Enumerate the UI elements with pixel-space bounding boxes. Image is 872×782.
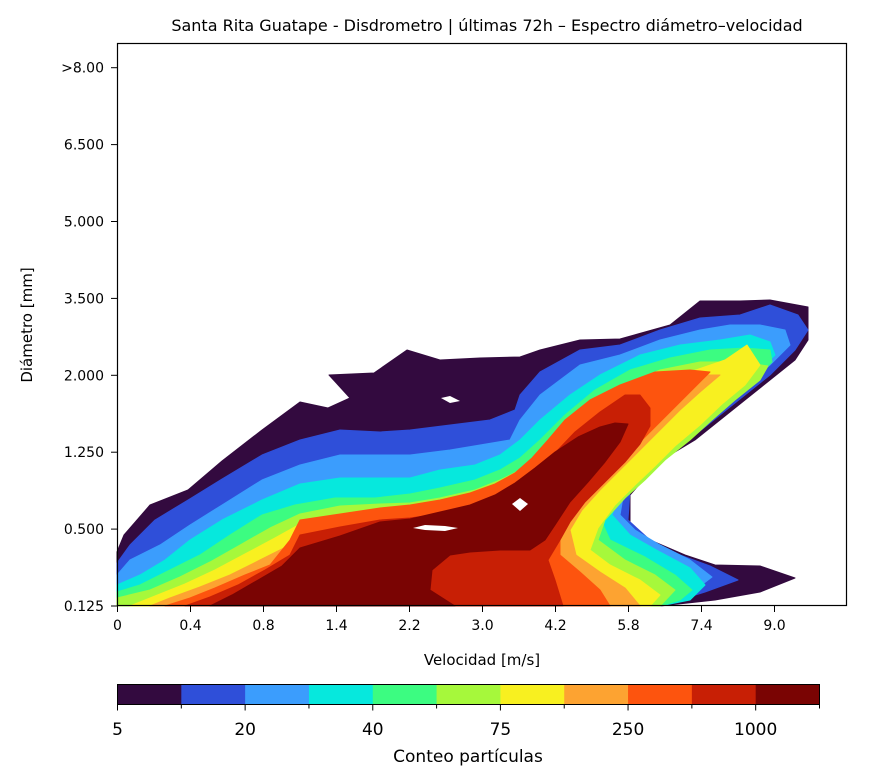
y-tick-label: 6.500 — [64, 138, 104, 154]
contour-layer — [116, 299, 809, 607]
y-tick-label: 1.250 — [64, 445, 104, 461]
colorbar-segment — [245, 684, 310, 705]
colorbar-label: Conteo partículas — [393, 747, 543, 767]
colorbar — [117, 684, 820, 705]
colorbar-segment — [117, 684, 182, 705]
x-tick-label: 0 — [113, 618, 122, 634]
colorbar-tick-label: 20 — [234, 720, 256, 740]
y-tick-label: 5.000 — [64, 215, 104, 231]
x-tick-label: 0.4 — [179, 618, 201, 634]
plot-frame — [116, 42, 848, 607]
y-tick-label: 0.125 — [64, 599, 104, 615]
y-axis: 0.125 0.500 1.250 2.000 3.500 5.000 6.500 >8.00 — [61, 61, 118, 615]
colorbar-segment — [500, 684, 565, 705]
x-tick-label: 2.2 — [398, 618, 420, 634]
colorbar-segment — [691, 684, 757, 705]
x-tick-label: 0.8 — [252, 618, 274, 634]
colorbar-tick-label: 40 — [362, 720, 384, 740]
x-tick-label: 9.0 — [763, 618, 785, 634]
colorbar-tick-label: 75 — [490, 720, 512, 740]
contour-hole — [413, 525, 458, 531]
y-tick-label: 3.500 — [64, 291, 104, 307]
colorbar-tick-label: 5 — [112, 720, 123, 740]
colorbar-segment — [564, 684, 629, 705]
contour-hole — [441, 396, 460, 403]
colorbar-segment — [628, 684, 693, 705]
y-axis-label: Diámetro [mm] — [18, 267, 36, 382]
y-tick-label: >8.00 — [61, 61, 104, 77]
x-tick-label: 4.2 — [544, 618, 566, 634]
colorbar-ticks: 5 20 40 75 250 1000 — [112, 704, 820, 740]
x-tick-label: 5.8 — [617, 618, 639, 634]
y-tick-label: 2.000 — [64, 368, 104, 384]
colorbar-segment — [181, 684, 246, 705]
contour-hole — [512, 498, 528, 511]
contour-level-10 — [209, 422, 629, 607]
contour-holes — [413, 396, 528, 531]
colorbar-frame — [117, 684, 820, 705]
colorbar-tick-label: 250 — [612, 720, 644, 740]
x-axis-label: Velocidad [m/s] — [424, 651, 540, 669]
colorbar-tick-label: 1000 — [734, 720, 777, 740]
colorbar-segment — [755, 684, 820, 705]
y-tick-label: 0.500 — [64, 522, 104, 538]
colorbar-segment — [372, 684, 438, 705]
x-tick-label: 3.0 — [471, 618, 493, 634]
chart-title: Santa Rita Guatape - Disdrometro | últim… — [171, 16, 802, 35]
x-tick-label: 1.4 — [325, 618, 347, 634]
colorbar-segment — [308, 684, 374, 705]
colorbar-segment — [436, 684, 501, 705]
x-axis: 0 0.4 0.8 1.4 2.2 3.0 4.2 5.8 7.4 9.0 — [113, 606, 786, 634]
x-tick-label: 7.4 — [690, 618, 712, 634]
